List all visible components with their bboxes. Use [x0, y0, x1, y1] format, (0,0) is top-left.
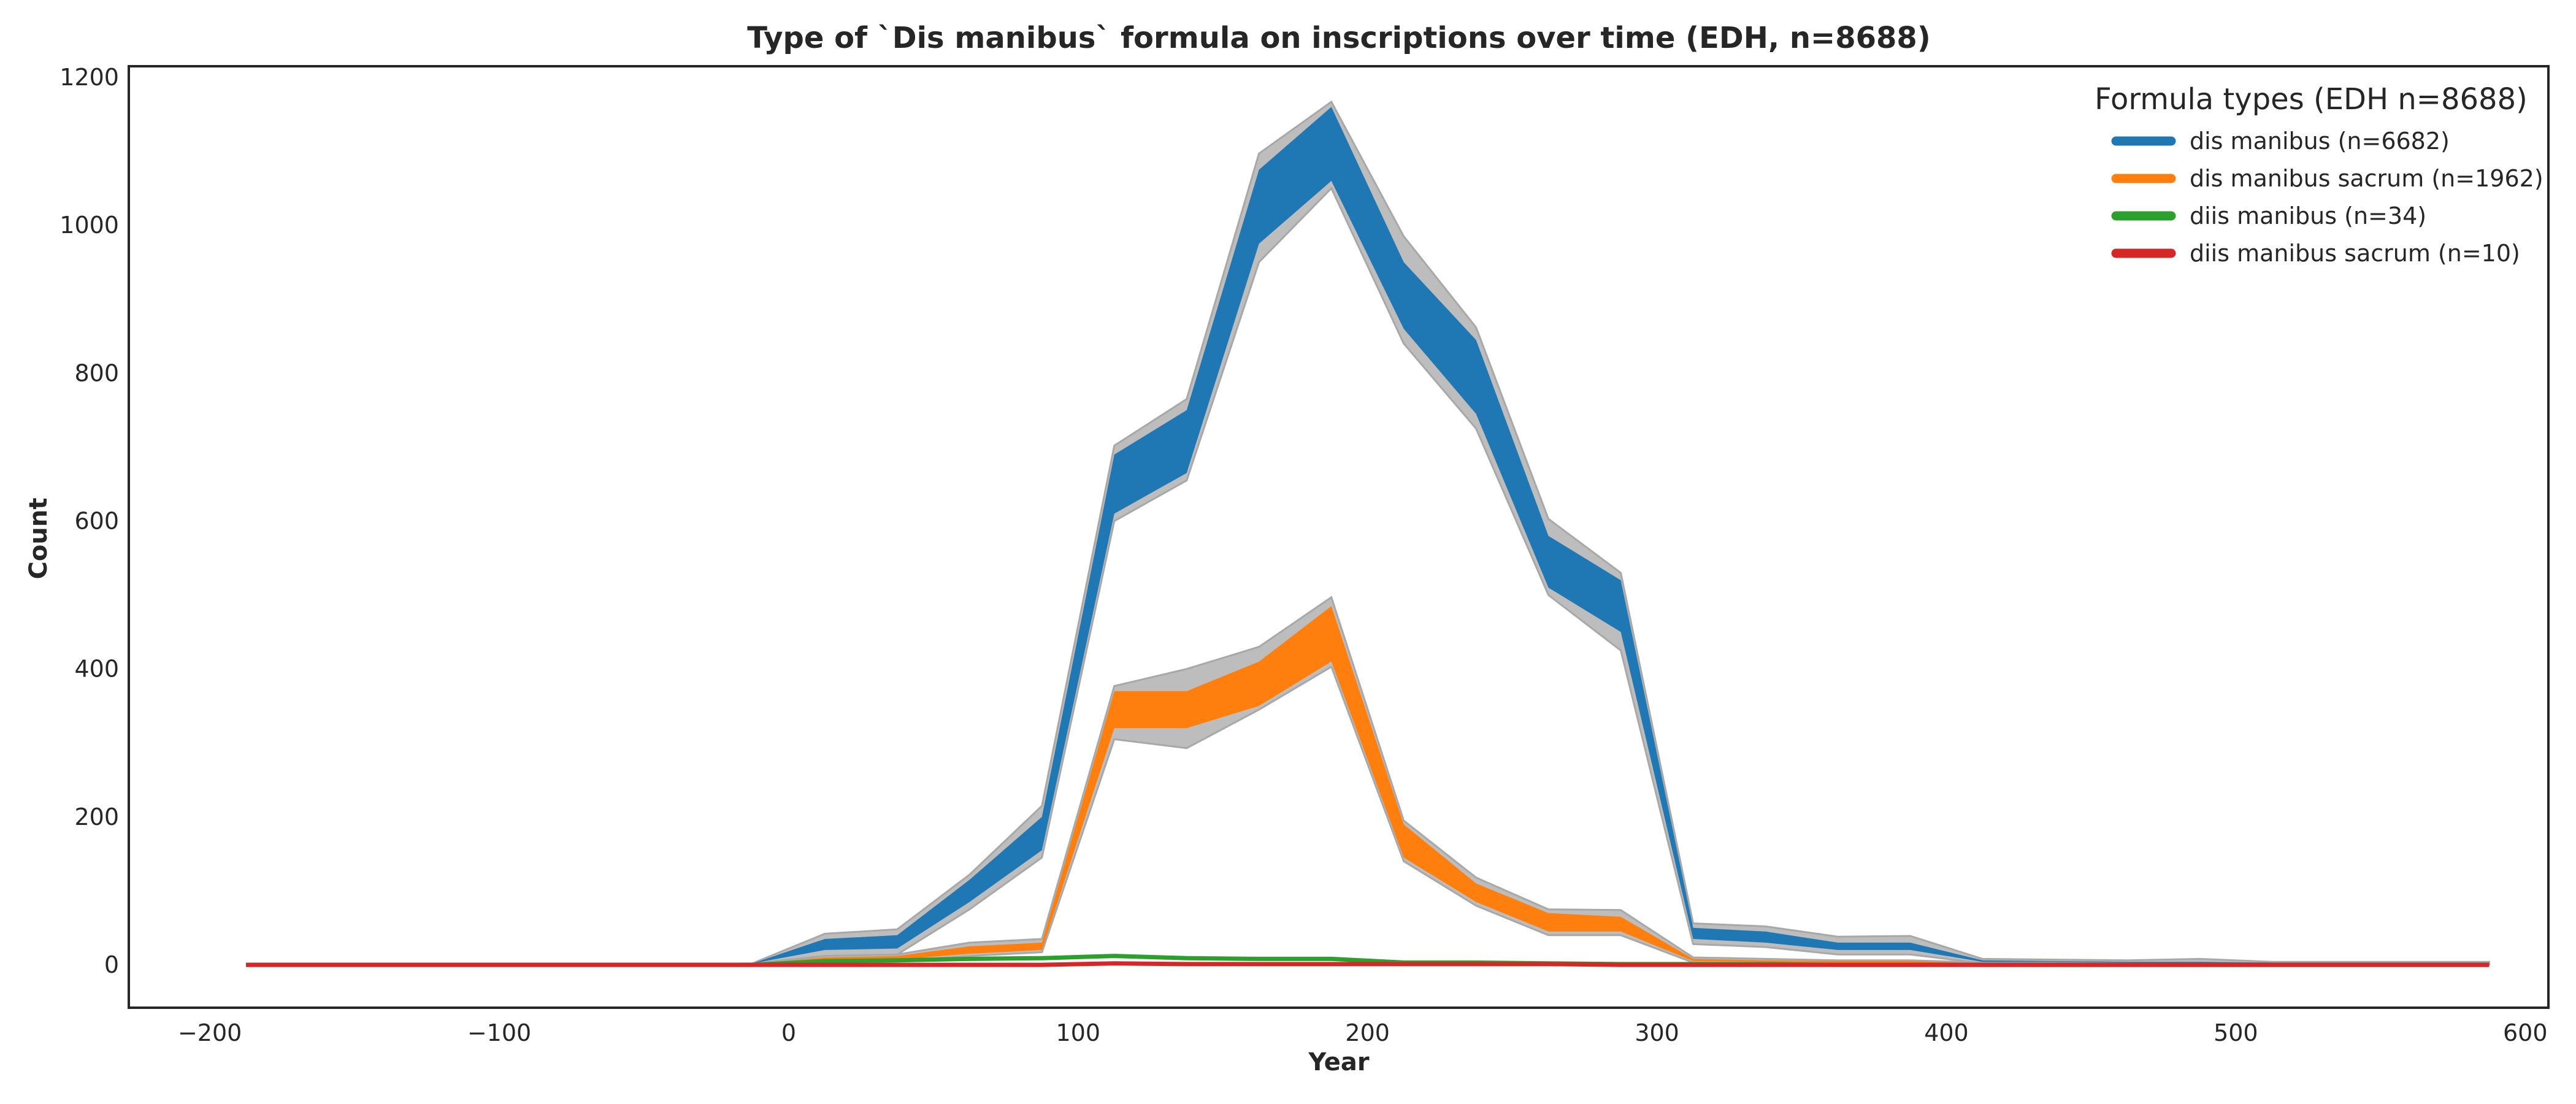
- legend-label: dis manibus (n=6682): [2190, 128, 2450, 155]
- legend-item: diis manibus (n=34): [2111, 202, 2426, 229]
- chart-title: Type of `Dis manibus` formula on inscrip…: [747, 21, 1931, 55]
- x-tick-label: 500: [2214, 1019, 2258, 1046]
- x-tick-label: 200: [1345, 1019, 1390, 1046]
- x-tick-label: 400: [1924, 1019, 1969, 1046]
- y-axis-ticks: 0 200 400 600 800 1000 1200: [59, 64, 119, 978]
- x-tick-label: 100: [1056, 1019, 1101, 1046]
- y-tick-label: 0: [104, 951, 119, 978]
- plot-lines: [246, 954, 2490, 967]
- legend-items: dis manibus (n=6682) dis manibus sacrum (…: [2111, 128, 2543, 267]
- y-tick-label: 200: [74, 803, 119, 830]
- y-tick-label: 1000: [59, 212, 119, 239]
- y-tick-label: 400: [74, 656, 119, 683]
- legend: Formula types (EDH n=8688) dis manibus (…: [2095, 82, 2543, 267]
- x-tick-label: 0: [781, 1019, 796, 1046]
- legend-item: dis manibus sacrum (n=1962): [2111, 165, 2543, 192]
- y-axis-label: Count: [25, 498, 53, 580]
- x-tick-label: 600: [2503, 1019, 2548, 1046]
- y-tick-label: 800: [74, 359, 119, 386]
- x-tick-label: 300: [1635, 1019, 1679, 1046]
- x-tick-label: −100: [467, 1019, 531, 1046]
- x-axis-ticks: −200 −100 0 100 200 300 400 500 600: [178, 1019, 2548, 1046]
- legend-label: dis manibus sacrum (n=1962): [2190, 165, 2543, 192]
- series-3-line: [246, 961, 2490, 967]
- y-tick-label: 600: [74, 508, 119, 535]
- plot-frame: [128, 65, 2550, 1009]
- x-axis-label: Year: [1308, 1048, 1369, 1076]
- plot-area: [129, 66, 2548, 1008]
- y-tick-label: 1200: [59, 64, 119, 91]
- legend-title: Formula types (EDH n=8688): [2095, 82, 2528, 117]
- legend-label: diis manibus sacrum (n=10): [2190, 240, 2520, 267]
- legend-item: diis manibus sacrum (n=10): [2111, 240, 2520, 267]
- legend-item: dis manibus (n=6682): [2111, 128, 2450, 155]
- x-tick-label: −200: [178, 1019, 242, 1046]
- legend-label: diis manibus (n=34): [2190, 202, 2426, 229]
